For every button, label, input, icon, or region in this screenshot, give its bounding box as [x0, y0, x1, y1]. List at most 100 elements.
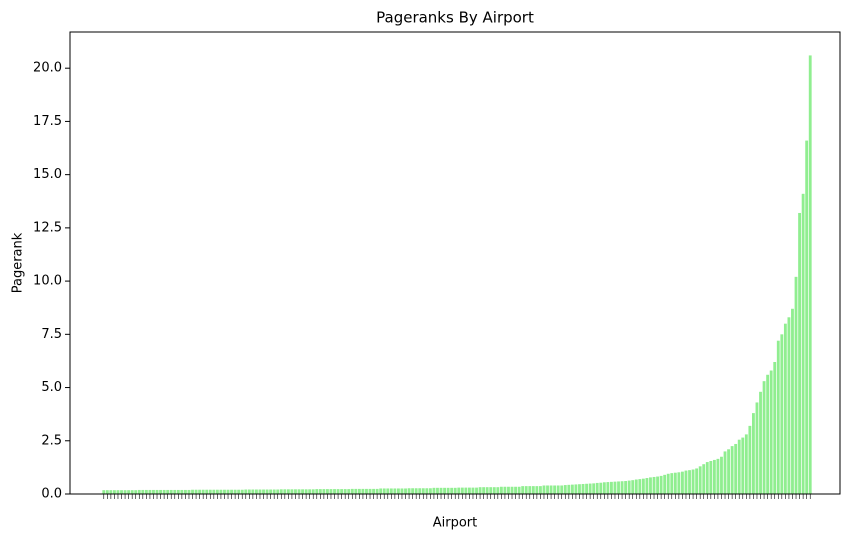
bar: [233, 489, 237, 494]
bar: [535, 486, 539, 494]
bar: [766, 374, 770, 494]
bar: [514, 486, 517, 494]
bar: [230, 489, 233, 494]
bar: [219, 489, 223, 494]
bar: [499, 486, 503, 494]
bar: [116, 490, 120, 494]
bar: [684, 470, 688, 494]
bar: [496, 487, 500, 494]
bar: [787, 317, 791, 494]
bar: [304, 489, 308, 494]
bar: [570, 484, 574, 494]
bar: [443, 487, 446, 494]
bar: [294, 489, 297, 494]
chart-title: Pageranks By Airport: [376, 9, 534, 27]
y-tick-label: 5.0: [41, 380, 62, 395]
bar: [705, 462, 709, 494]
bar: [159, 489, 162, 494]
bar: [769, 370, 773, 494]
bar: [539, 486, 542, 494]
bar: [755, 402, 759, 494]
bar: [201, 489, 205, 494]
bar: [404, 488, 407, 494]
bar: [783, 323, 787, 494]
bar: [120, 490, 123, 494]
bar: [794, 276, 798, 494]
bar: [368, 488, 372, 494]
bar: [478, 487, 482, 494]
bar: [734, 443, 738, 494]
bar: [663, 474, 667, 494]
bar: [223, 489, 226, 494]
bar: [397, 488, 400, 494]
bar: [464, 487, 468, 494]
bar: [326, 489, 329, 494]
bar: [460, 487, 464, 494]
bar: [407, 488, 411, 494]
bar: [578, 484, 581, 494]
bar: [113, 490, 116, 494]
bar: [752, 413, 755, 494]
bar: [286, 489, 290, 494]
bar: [450, 487, 454, 494]
bar: [205, 489, 209, 494]
bar: [563, 485, 567, 494]
bar: [134, 490, 138, 494]
bar: [521, 486, 525, 494]
y-tick-label: 0.0: [41, 487, 62, 502]
bar: [507, 486, 510, 494]
y-tick-label: 20.0: [33, 61, 62, 76]
bar: [549, 485, 553, 494]
bar: [428, 488, 432, 494]
bar: [801, 193, 805, 494]
bar: [361, 488, 365, 494]
bar: [102, 490, 106, 494]
bar: [453, 487, 457, 494]
bar: [244, 489, 248, 494]
bar: [805, 140, 809, 495]
bar: [606, 482, 610, 494]
bar: [524, 486, 528, 494]
y-tick-label: 7.5: [41, 327, 62, 342]
bar: [798, 212, 801, 494]
bar: [251, 489, 255, 494]
bar: [638, 479, 642, 494]
bar: [553, 485, 557, 494]
bar: [656, 476, 659, 494]
bar: [343, 489, 347, 494]
bar: [311, 489, 315, 494]
bar: [137, 489, 141, 494]
bar: [780, 334, 784, 494]
bar: [215, 489, 219, 494]
bar: [184, 489, 187, 494]
bar: [354, 488, 358, 494]
bar: [194, 489, 198, 494]
bar: [176, 489, 180, 494]
y-tick-label: 12.5: [33, 220, 62, 235]
bar: [336, 489, 340, 494]
bar: [716, 458, 720, 494]
bar: [574, 484, 578, 494]
bar: [240, 489, 244, 494]
bar: [393, 488, 397, 494]
bar: [144, 489, 148, 494]
bar: [432, 487, 436, 494]
bar: [382, 488, 386, 494]
bar: [475, 487, 478, 494]
bar: [446, 487, 450, 494]
bar: [329, 489, 333, 494]
bar: [272, 489, 276, 494]
bar: [180, 489, 184, 494]
bar: [542, 485, 546, 494]
bar: [688, 470, 691, 494]
bar: [531, 486, 535, 494]
y-tick-label: 17.5: [33, 114, 62, 129]
bar: [301, 489, 304, 494]
bar: [247, 489, 251, 494]
bar: [315, 489, 319, 494]
bar: [560, 485, 564, 494]
bar: [503, 486, 507, 494]
bar: [347, 489, 351, 494]
bar: [723, 451, 727, 494]
